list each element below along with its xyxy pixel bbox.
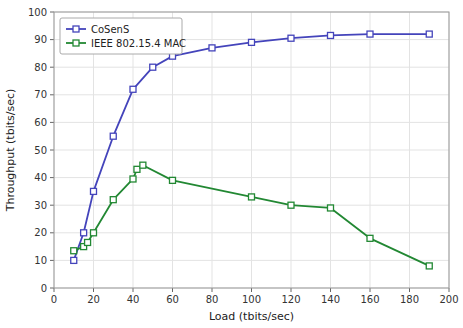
tick-mark	[50, 122, 54, 123]
tick-label: 120	[281, 294, 300, 305]
point-marker	[328, 205, 334, 211]
tick-mark	[50, 232, 54, 233]
series-line	[74, 34, 430, 260]
tick-label: 90	[34, 34, 47, 45]
axes: 0 20 40 60 80 100 120 140 160 180 200 0 10 20 30 40 50 60…	[28, 7, 459, 306]
tick-label: 160	[360, 294, 379, 305]
tick-label: 50	[34, 145, 47, 156]
point-marker	[249, 39, 255, 45]
point-marker	[81, 230, 87, 236]
tick-mark	[133, 288, 134, 292]
point-marker	[71, 257, 77, 263]
point-marker	[426, 263, 432, 269]
grid-line	[54, 122, 449, 123]
grid-line	[54, 150, 449, 151]
tick-mark	[370, 288, 371, 292]
tick-label: 200	[439, 294, 458, 305]
grid-line	[54, 260, 449, 261]
x-axis-label: Load (tbits/sec)	[209, 310, 294, 323]
tick-mark	[449, 288, 450, 292]
point-marker	[91, 188, 97, 194]
grid-line	[54, 205, 449, 206]
tick-mark	[54, 288, 55, 292]
point-marker	[110, 133, 116, 139]
tick-mark	[251, 288, 252, 292]
tick-mark	[50, 94, 54, 95]
point-marker	[426, 31, 432, 37]
point-marker	[367, 31, 373, 37]
point-marker	[110, 197, 116, 203]
tick-label: 30	[34, 200, 47, 211]
point-marker	[328, 32, 334, 38]
chart: 0 20 40 60 80 100 120 140 160 180 200 0 10 20 30 40 50 60…	[0, 0, 463, 328]
point-marker	[130, 86, 136, 92]
tick-label: 20	[34, 227, 47, 238]
plot-frame	[54, 12, 449, 288]
tick-label: 70	[34, 89, 47, 100]
tick-label: 80	[34, 62, 47, 73]
point-marker	[130, 176, 136, 182]
tick-label: 60	[166, 294, 179, 305]
grid	[54, 12, 449, 288]
point-marker	[209, 45, 215, 51]
tick-mark	[330, 288, 331, 292]
tick-label: 40	[34, 172, 47, 183]
point-marker	[85, 239, 91, 245]
tick-mark	[409, 288, 410, 292]
y-axis-label: Throughput (tbits/sec)	[4, 89, 17, 213]
tick-mark	[50, 39, 54, 40]
point-marker	[288, 35, 294, 41]
point-marker	[140, 162, 146, 168]
tick-mark	[50, 260, 54, 261]
tick-mark	[50, 67, 54, 68]
grid-line	[54, 67, 449, 68]
point-marker	[249, 194, 255, 200]
tick-label: 100	[242, 294, 261, 305]
point-marker	[91, 230, 97, 236]
point-marker	[150, 64, 156, 70]
legend-label: IEEE 802.15.4 MAC	[91, 38, 186, 49]
tick-label: 0	[41, 283, 47, 294]
tick-label: 60	[34, 117, 47, 128]
series-group	[71, 31, 433, 269]
tick-mark	[50, 205, 54, 206]
legend-marker	[73, 40, 79, 46]
point-marker	[170, 177, 176, 183]
tick-label: 20	[87, 294, 100, 305]
tick-label: 100	[28, 7, 47, 18]
tick-label: 10	[34, 255, 47, 266]
tick-label: 40	[127, 294, 140, 305]
tick-mark	[50, 150, 54, 151]
tick-mark	[50, 12, 54, 13]
series-line	[74, 165, 430, 266]
point-marker	[71, 248, 77, 254]
legend: CoSenS IEEE 802.15.4 MAC	[60, 18, 186, 54]
legend-marker	[73, 26, 79, 32]
tick-mark	[50, 177, 54, 178]
tick-label: 0	[51, 294, 57, 305]
legend-label: CoSenS	[91, 24, 129, 35]
tick-mark	[93, 288, 94, 292]
tick-mark	[212, 288, 213, 292]
tick-mark	[50, 288, 54, 289]
point-marker	[134, 166, 140, 172]
plot-area	[54, 12, 449, 288]
tick-mark	[291, 288, 292, 292]
tick-mark	[172, 288, 173, 292]
point-marker	[367, 235, 373, 241]
tick-label: 180	[400, 294, 419, 305]
tick-label: 140	[321, 294, 340, 305]
point-marker	[288, 202, 294, 208]
grid-line	[54, 232, 449, 233]
tick-label: 80	[206, 294, 219, 305]
grid-line	[54, 177, 449, 178]
legend-box	[60, 18, 182, 54]
grid-line	[54, 94, 449, 95]
